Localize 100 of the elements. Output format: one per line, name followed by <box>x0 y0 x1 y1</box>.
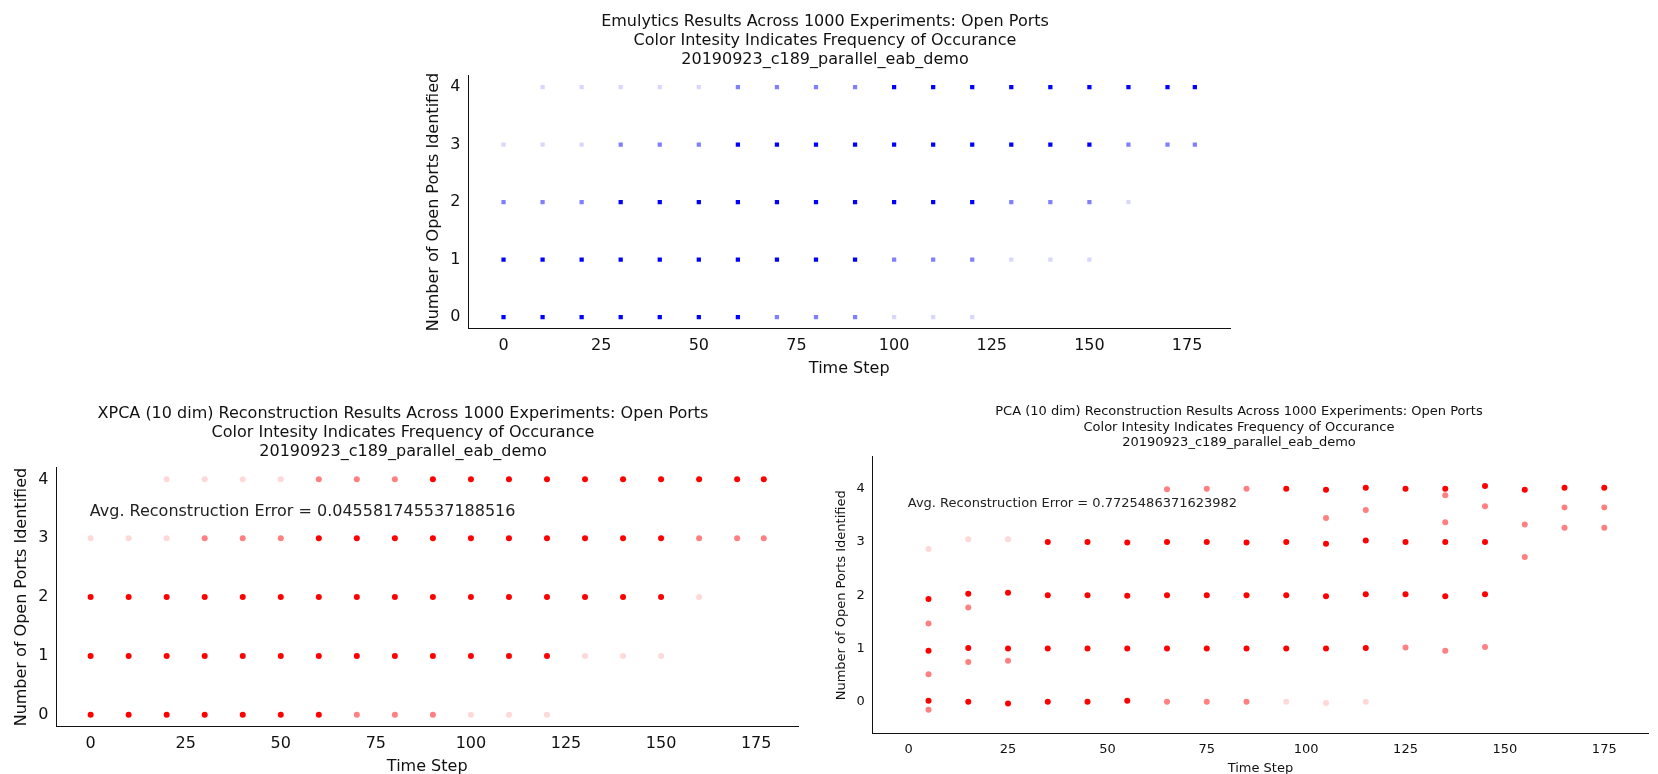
point <box>1283 698 1290 705</box>
point <box>540 314 545 320</box>
point <box>201 476 208 483</box>
point <box>163 535 170 542</box>
y-tick-label: 4 <box>38 468 49 488</box>
point <box>1482 643 1489 650</box>
point <box>1165 84 1170 90</box>
point <box>1243 645 1250 652</box>
point <box>353 594 360 601</box>
point <box>239 594 246 601</box>
point <box>1203 485 1210 492</box>
point <box>1005 700 1012 707</box>
point <box>1323 540 1330 547</box>
point <box>391 652 398 659</box>
y-tick-label: 0 <box>450 306 461 326</box>
point <box>1283 485 1290 492</box>
point <box>391 711 398 718</box>
point <box>1044 645 1051 652</box>
point <box>965 698 972 705</box>
point <box>1442 492 1449 499</box>
point <box>1283 592 1290 599</box>
point <box>125 535 132 542</box>
x-tick-label: 25 <box>999 740 1017 756</box>
point <box>1044 698 1051 705</box>
point <box>315 594 322 601</box>
point <box>1283 539 1290 546</box>
point <box>925 706 932 713</box>
point <box>1482 539 1489 546</box>
point <box>315 652 322 659</box>
point <box>353 711 360 718</box>
point <box>163 652 170 659</box>
x-tick-label: 25 <box>175 733 196 753</box>
point <box>582 652 589 659</box>
point <box>1005 589 1012 596</box>
point <box>925 545 932 552</box>
point <box>505 711 512 718</box>
point <box>620 476 627 483</box>
x-tick-label: 50 <box>270 733 291 753</box>
point <box>125 652 132 659</box>
y-tick-label: 1 <box>450 248 461 268</box>
point <box>1124 539 1131 546</box>
point <box>1362 537 1369 544</box>
point <box>1044 539 1051 546</box>
point <box>1482 483 1489 490</box>
y-tick-label: 4 <box>856 480 865 496</box>
point <box>467 535 474 542</box>
x-tick-label: 25 <box>591 335 612 355</box>
point <box>467 594 474 601</box>
x-tick-label: 150 <box>1492 740 1518 756</box>
point <box>163 711 170 718</box>
point <box>925 620 932 627</box>
point <box>540 142 545 147</box>
point <box>467 711 474 718</box>
point <box>1402 539 1409 546</box>
point <box>1402 485 1409 492</box>
x-tick-label: 125 <box>550 733 582 753</box>
point <box>1243 485 1250 492</box>
point <box>1126 84 1131 90</box>
point <box>1164 645 1171 652</box>
x-axis-title: Time Step <box>1226 759 1294 774</box>
point <box>891 257 897 262</box>
point <box>353 476 360 483</box>
point <box>505 535 512 542</box>
x-tick-label: 75 <box>365 733 387 753</box>
point <box>657 142 662 147</box>
point <box>315 711 322 718</box>
point <box>1362 507 1369 514</box>
point <box>501 199 506 205</box>
point <box>1084 698 1091 705</box>
point <box>1126 142 1131 147</box>
point <box>353 535 360 542</box>
point <box>1323 515 1330 522</box>
point <box>87 535 94 542</box>
point <box>925 671 932 678</box>
point <box>760 476 767 483</box>
point <box>1164 592 1171 599</box>
x-tick-label: 125 <box>976 335 1008 355</box>
x-tick-label: 0 <box>904 740 913 756</box>
point <box>931 142 936 147</box>
x-tick-label: 175 <box>1591 740 1617 756</box>
point <box>1048 257 1053 262</box>
point <box>1442 485 1449 492</box>
point <box>582 476 589 483</box>
y-tick-label: 3 <box>38 527 49 547</box>
point <box>1048 142 1053 147</box>
point <box>852 257 858 262</box>
point <box>87 711 94 718</box>
x-axis-title: Time Step <box>807 357 890 377</box>
chart-title: PCA (10 dim) Reconstruction Results Across 1000 Experiments: Open Ports Color Intesity Indicates Frequency of Occurance 20190923_c189_parallel_eab_demo <box>995 403 1483 450</box>
point <box>1482 591 1489 598</box>
point <box>429 652 436 659</box>
point <box>353 652 360 659</box>
chart-title: Emulytics Results Across 1000 Experiments: Open Ports Color Intesity Indicates Frequency of Occurance 20190923_c189_parallel_eab_demo <box>601 10 1049 70</box>
x-axis-title: Time Step <box>385 755 468 774</box>
point <box>315 476 322 483</box>
point <box>735 142 740 147</box>
point <box>163 476 170 483</box>
point <box>582 535 589 542</box>
point <box>1323 593 1330 600</box>
point <box>1124 697 1131 704</box>
